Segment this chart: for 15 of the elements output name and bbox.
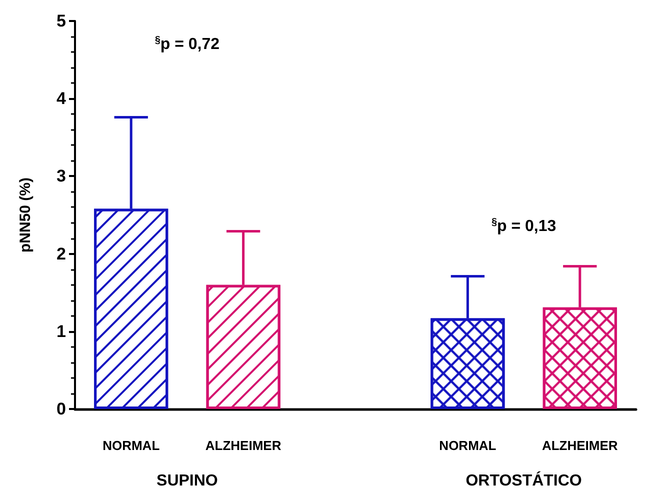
y-tick-label: 3 — [56, 166, 66, 186]
y-axis-title: pNN50 (%) — [17, 177, 34, 253]
annotation: §p = 0,72 — [154, 34, 220, 53]
annotation: §p = 0,13 — [491, 217, 556, 236]
x-tick-label: NORMAL — [102, 438, 160, 453]
y-tick-label: 2 — [56, 244, 66, 264]
x-tick-label: ALZHEIMER — [205, 438, 282, 453]
y-tick-label: 0 — [56, 400, 66, 418]
text: SUPINO — [156, 472, 218, 490]
text: ORTOSTÁTICO — [466, 470, 582, 490]
y-tick-label: 1 — [56, 322, 66, 341]
y-tick-label: 4 — [56, 89, 67, 108]
x-tick-label: ALZHEIMER — [542, 438, 618, 453]
y-tick-label: 5 — [56, 12, 66, 30]
x-tick-label: NORMAL — [439, 438, 496, 453]
